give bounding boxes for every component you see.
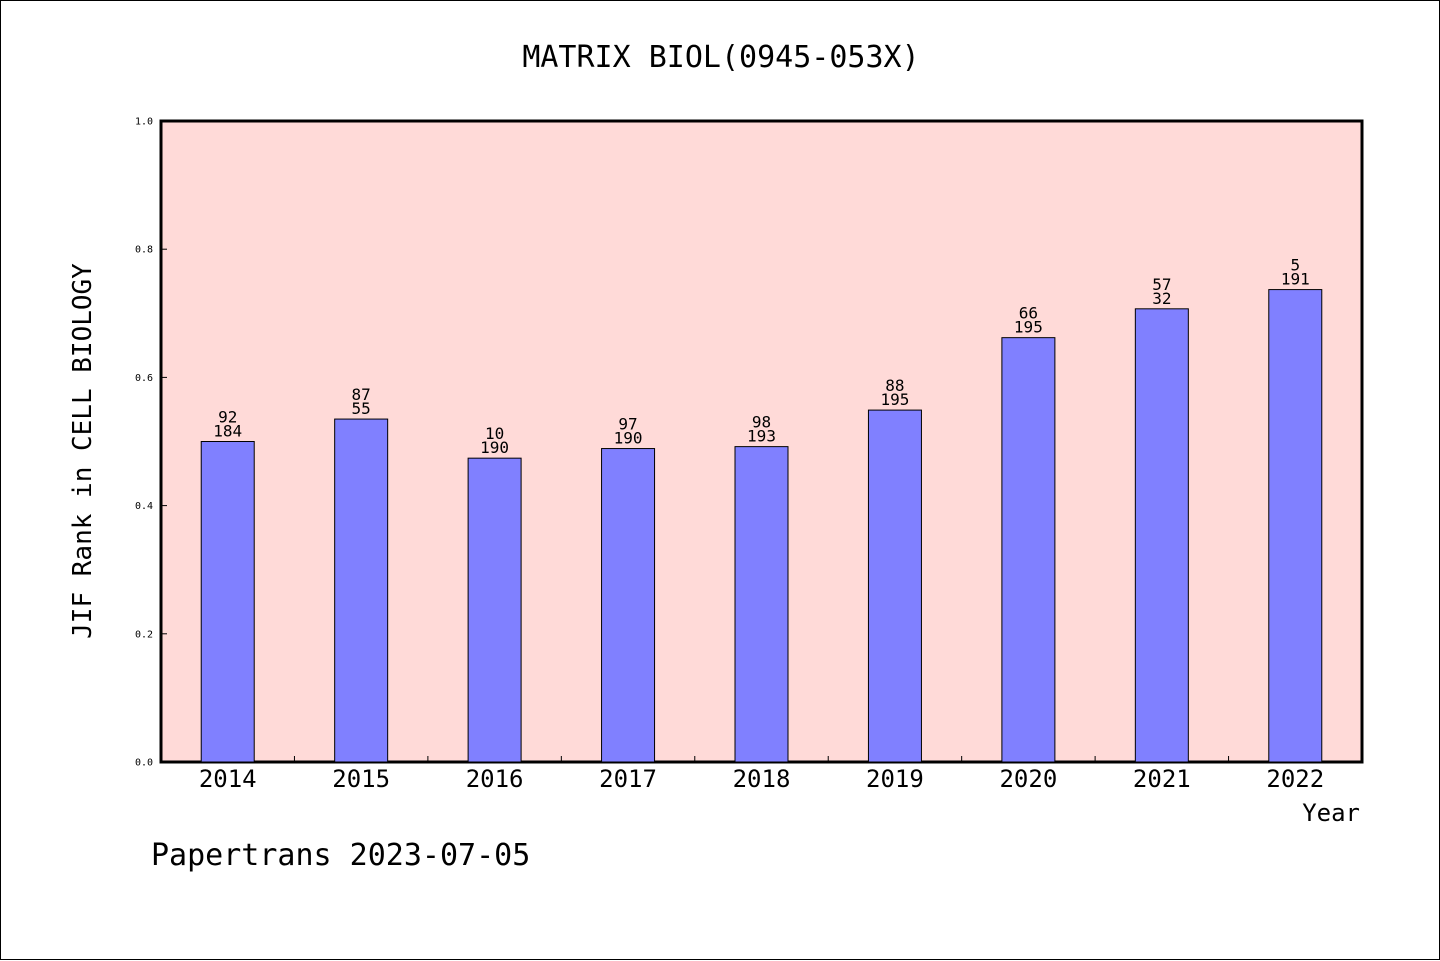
bar-label-bottom: 195 [880,390,909,409]
x-tick-label: 2016 [466,765,524,793]
bar-label-bottom: 190 [614,429,643,448]
bar-label-top: 5 [1290,256,1300,275]
y-tick-label: 0.8 [135,245,153,256]
bar-label-top: 92 [218,408,237,427]
bar-label-top: 10 [485,424,504,443]
x-tick-label: 2015 [332,765,390,793]
y-tick-label: 0.6 [135,373,153,384]
y-tick-label: 1.0 [135,117,153,128]
bar-label-bottom: 191 [1281,270,1310,289]
bar-label-bottom: 32 [1152,289,1171,308]
bar-label-bottom: 193 [747,427,776,446]
x-axis: 2014 2015 2016 2017 2018 2019 2020 2021 2022 [199,756,1324,793]
bar-2017 [601,448,656,763]
bars: 9218487551019097190981938819566195573251… [200,256,1323,763]
bar-2016 [467,457,522,763]
chart-title: MATRIX BIOL(0945-053X) [522,40,919,75]
bar-label-top: 98 [752,413,771,432]
bar-2014 [200,441,255,763]
y-tick-label: 0.2 [135,629,153,640]
bar-2019 [867,409,922,763]
y-axis: 0.0 0.2 0.4 0.6 0.8 1.0 [135,117,167,769]
footer-credit: Papertrans 2023-07-05 [151,838,530,873]
bar-label-top: 57 [1152,275,1171,294]
x-tick-label: 2022 [1266,765,1324,793]
bar-2015 [334,418,389,763]
x-axis-label: Year [1302,799,1360,827]
x-tick-label: 2020 [999,765,1057,793]
bar-label-bottom: 184 [213,422,242,441]
bar-label-top: 97 [618,415,637,434]
bar-2018 [734,446,789,763]
x-tick-label: 2018 [733,765,791,793]
x-tick-label: 2019 [866,765,924,793]
bar-label-bottom: 195 [1014,318,1043,337]
x-tick-label: 2014 [199,765,257,793]
y-tick-label: 0.0 [135,758,153,769]
bar-label-top: 66 [1019,304,1038,323]
bar-label-top: 88 [885,376,904,395]
bar-2020 [1001,337,1056,763]
bar-label-top: 87 [352,385,371,404]
bar-label-bottom: 190 [480,438,509,457]
bar-2021 [1134,308,1189,763]
x-tick-label: 2021 [1133,765,1191,793]
bar-2022 [1268,289,1323,763]
bar-label-bottom: 55 [352,399,371,418]
y-axis-label: JIF Rank in CELL BIOLOGY [68,263,98,639]
y-tick-label: 0.4 [135,501,153,512]
x-tick-label: 2017 [599,765,657,793]
